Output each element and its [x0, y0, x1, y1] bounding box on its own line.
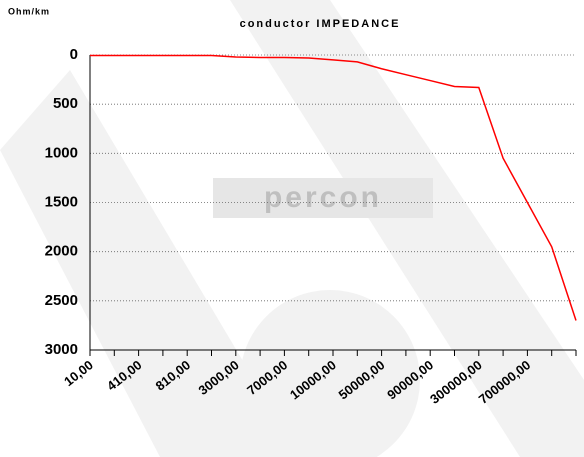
y-tick-label: 500: [53, 95, 78, 112]
y-tick-label: 2500: [45, 292, 78, 309]
y-tick-label: 0: [70, 46, 78, 63]
data-line: [90, 54, 577, 321]
x-tick-label: 10,00: [61, 357, 96, 389]
watermark-circle: [240, 290, 420, 457]
watermark-stripe: [0, 70, 300, 457]
watermark: percon: [264, 181, 382, 214]
y-tick-label: 2000: [45, 243, 78, 260]
watermark-box: [213, 178, 433, 218]
y-axis-label: Ohm/km: [8, 6, 50, 16]
y-tick-label: 1000: [45, 144, 78, 161]
y-tick-label: 3000: [45, 341, 78, 358]
y-tick-label: 1500: [45, 193, 78, 210]
watermark-stripe: [230, 0, 584, 457]
chart-title: conductor IMPEDANCE: [240, 18, 401, 30]
